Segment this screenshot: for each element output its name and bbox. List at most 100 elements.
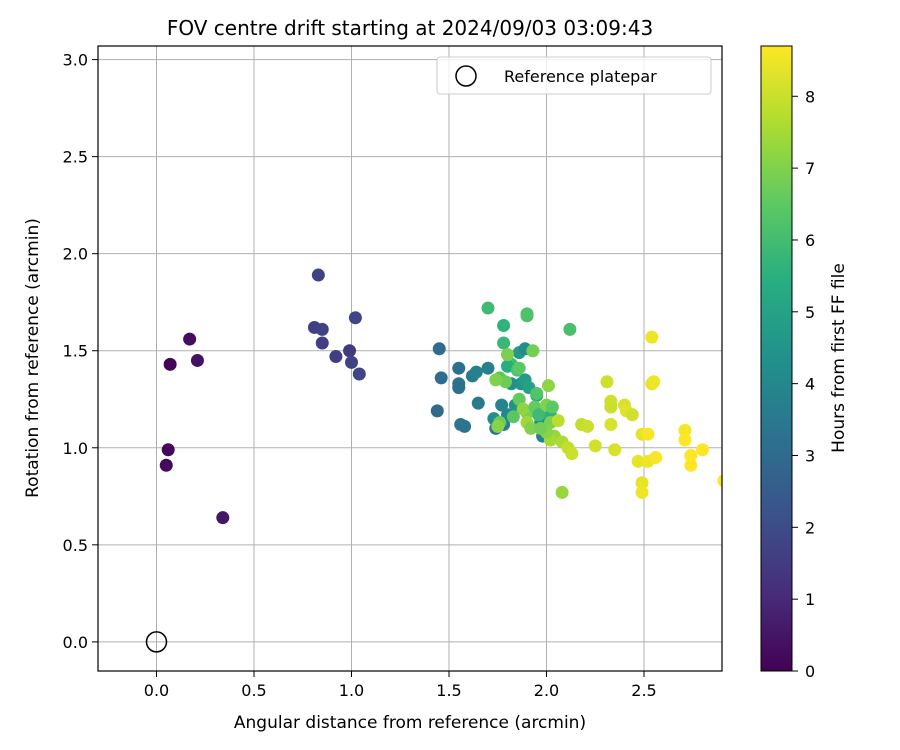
data-point [159,458,173,472]
legend-marker [455,65,477,87]
data-point [563,322,577,336]
plot-frame [97,45,723,672]
data-point [580,419,594,433]
scatter-points [159,268,722,525]
data-point [343,344,357,358]
data-point [524,421,538,435]
y-tick-label: 0.5 [63,536,88,555]
y-tick-label: 2.0 [63,245,88,264]
data-point [497,336,511,350]
legend-box [436,56,712,95]
colorbar-tick-label: 0 [805,662,815,681]
x-tick-label: 2.0 [534,681,559,700]
data-point [329,350,343,364]
data-point [452,361,466,375]
data-point [190,353,204,367]
legend: Reference platepar [436,56,712,95]
data-point [545,400,559,414]
data-point [645,330,659,344]
data-point [163,357,177,371]
data-point [635,476,649,490]
y-axis-label: Rotation from reference (arcmin) [23,218,43,498]
reference-point [145,631,168,653]
y-tick-label: 0.0 [63,633,88,652]
data-point [481,361,495,375]
data-point [352,367,366,381]
colorbar-tick-label: 1 [805,590,815,609]
x-axis-label: Angular distance from reference (arcmin) [234,713,586,733]
data-point [600,375,614,389]
data-point [512,361,526,375]
colorbar-tick-label: 5 [805,303,815,322]
data-point [432,342,446,356]
data-point [311,268,325,282]
colorbar-tick-label: 3 [805,446,815,465]
colorbar-gradient [760,45,793,672]
data-point [526,344,540,358]
x-tick-label: 1.5 [436,681,461,700]
data-point [216,511,230,525]
y-tick-label: 1.0 [63,439,88,458]
data-point [532,408,546,422]
x-tick-label: 0.0 [144,681,169,700]
data-point [684,449,698,463]
chart-title: FOV centre drift starting at 2024/09/03 … [167,16,653,40]
data-point [565,447,579,461]
data-point [604,417,618,431]
data-point [501,359,514,373]
data-point [520,307,534,321]
x-tick-label: 0.5 [241,681,266,700]
x-axis-ticks: 0.0 0.5 1.0 1.5 2.0 2.5 [144,671,657,700]
y-axis-ticks: 0.0 0.5 1.0 1.5 2.0 2.5 3.0 [63,51,98,652]
data-point [647,375,661,389]
data-point [684,458,698,472]
y-tick-label: 3.0 [63,51,88,70]
data-point [348,311,362,325]
data-point [501,348,514,362]
data-point [608,443,622,457]
data-point [678,423,692,437]
data-point [541,379,555,393]
colorbar-tick-label: 7 [805,159,815,178]
data-point [625,408,639,422]
data-point [434,371,448,385]
data-point [489,373,503,387]
data-point [430,404,444,418]
data-point [481,301,495,315]
data-point [452,381,466,395]
colorbar-ticks: 0 1 2 3 4 5 6 7 8 [792,87,815,681]
data-point [315,322,329,336]
data-point [499,375,513,389]
data-point [631,454,645,468]
colorbar-tick-label: 8 [805,87,815,106]
data-point [604,400,618,414]
data-point [491,419,505,433]
legend-label: Reference platepar [504,67,657,86]
data-point [495,398,509,412]
data-point [551,414,565,428]
data-point [717,474,722,487]
data-point [635,485,649,499]
data-point [696,443,709,457]
data-point [458,419,472,433]
data-point [471,396,485,410]
colorbar-tick-label: 6 [805,231,815,250]
y-tick-label: 1.5 [63,342,88,361]
data-point [555,485,569,499]
x-tick-label: 1.0 [339,681,364,700]
data-point [678,433,692,447]
data-point [649,450,663,464]
data-point [469,365,483,379]
colorbar: 0 1 2 3 4 5 6 7 8 Hours from first FF file [760,45,849,681]
data-point [588,439,602,453]
colorbar-tick-label: 4 [805,375,815,394]
colorbar-tick-label: 2 [805,518,815,537]
data-point [183,332,197,346]
data-point [534,421,548,435]
data-point [506,410,520,424]
data-point [315,336,329,350]
data-point [497,319,511,333]
data-point [516,402,530,416]
data-point [345,355,358,369]
